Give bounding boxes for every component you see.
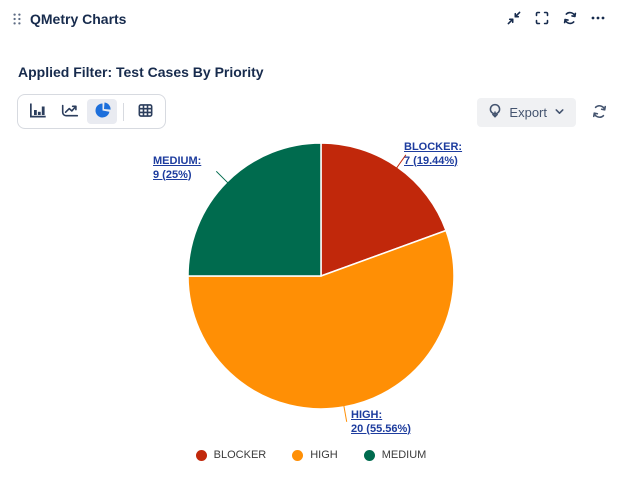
legend-label: BLOCKER bbox=[213, 449, 267, 461]
legend-item-blocker[interactable]: BLOCKER bbox=[195, 449, 267, 461]
label-leader-line-high bbox=[343, 405, 348, 422]
gadget-header: QMetry Charts bbox=[0, 0, 622, 38]
chart-type-pie-chart[interactable] bbox=[87, 99, 117, 124]
slice-label-medium[interactable]: MEDIUM: 9 (25%) bbox=[153, 155, 202, 181]
legend-dot-icon bbox=[363, 449, 375, 461]
gadget-title: QMetry Charts bbox=[30, 11, 127, 27]
legend-label: HIGH bbox=[310, 449, 338, 461]
drag-handle-icon[interactable] bbox=[12, 11, 24, 27]
legend-dot-icon bbox=[292, 449, 304, 461]
chevron-down-icon bbox=[553, 105, 566, 121]
refresh-icon bbox=[562, 10, 578, 29]
chart-legend: BLOCKER HIGH MEDIUM bbox=[0, 449, 622, 461]
table-icon bbox=[137, 102, 154, 122]
fullscreen-icon bbox=[534, 10, 550, 29]
legend-item-medium[interactable]: MEDIUM bbox=[363, 449, 427, 461]
fullscreen-button[interactable] bbox=[530, 7, 554, 31]
collapse-icon bbox=[506, 10, 522, 29]
header-refresh-button[interactable] bbox=[558, 7, 582, 31]
chart-refresh-button[interactable] bbox=[588, 102, 610, 124]
label-leader-line-medium bbox=[215, 170, 229, 184]
slice-label-high[interactable]: HIGH: 20 (55.56%) bbox=[351, 409, 411, 435]
download-icon bbox=[487, 103, 503, 122]
slice-label-blocker[interactable]: BLOCKER: 7 (19.44%) bbox=[404, 141, 463, 167]
chart-type-line-chart[interactable] bbox=[55, 99, 85, 124]
pie-slice-medium[interactable] bbox=[187, 142, 322, 277]
line-chart-icon bbox=[60, 102, 80, 122]
refresh-icon bbox=[591, 103, 608, 123]
applied-filter-label: Applied Filter: Test Cases By Priority bbox=[18, 64, 264, 80]
bar-chart-icon bbox=[28, 102, 48, 122]
legend-dot-icon bbox=[195, 449, 207, 461]
legend-label: MEDIUM bbox=[381, 449, 427, 461]
export-button[interactable]: Export bbox=[477, 98, 576, 127]
label-leader-line-blocker bbox=[396, 154, 407, 169]
collapse-button[interactable] bbox=[502, 7, 526, 31]
export-label: Export bbox=[509, 105, 547, 120]
right-controls: Export bbox=[477, 98, 610, 127]
chart-type-table[interactable] bbox=[130, 99, 160, 124]
chart-type-bar-chart[interactable] bbox=[23, 99, 53, 124]
pie-chart-icon bbox=[94, 102, 111, 122]
legend-item-high[interactable]: HIGH bbox=[292, 449, 338, 461]
toolbar-divider bbox=[123, 102, 124, 121]
more-options-button[interactable] bbox=[586, 7, 610, 31]
more-icon bbox=[590, 10, 606, 29]
chart-type-toolbar bbox=[17, 94, 166, 129]
